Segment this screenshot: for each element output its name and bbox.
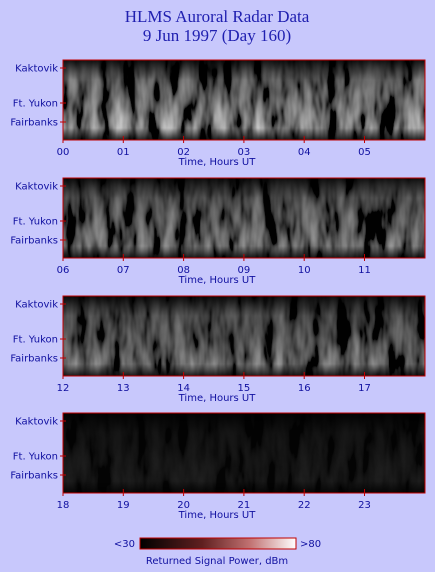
- x-tick-label: 08: [177, 265, 190, 276]
- x-axis-label: Time, Hours UT: [178, 510, 257, 521]
- radar-shade: [63, 60, 425, 140]
- x-axis-label: Time, Hours UT: [178, 393, 257, 404]
- x-tick-label: 00: [57, 147, 70, 158]
- x-tick-label: 11: [358, 265, 371, 276]
- x-tick-label: 10: [298, 265, 311, 276]
- x-tick-label: 14: [177, 383, 190, 394]
- x-tick-label: 18: [57, 500, 70, 511]
- title-line: HLMS Auroral Radar Data: [125, 7, 310, 26]
- x-tick-label: 05: [358, 147, 371, 158]
- station-label: Fairbanks: [10, 354, 58, 365]
- x-tick-label: 03: [238, 147, 251, 158]
- x-tick-label: 12: [57, 383, 70, 394]
- colorbar-scale: [139, 537, 297, 550]
- station-label: Fairbanks: [10, 236, 58, 247]
- colorbar-max: >80: [300, 539, 321, 550]
- x-tick-label: 17: [358, 383, 371, 394]
- x-tick-label: 02: [177, 147, 190, 158]
- x-tick-label: 15: [238, 383, 251, 394]
- radar-shade: [63, 296, 425, 376]
- radar-shade: [63, 413, 425, 493]
- x-axis-label: Time, Hours UT: [178, 157, 257, 168]
- x-tick-label: 22: [298, 500, 311, 511]
- station-label: Fairbanks: [10, 471, 58, 482]
- station-label: Ft. Yukon: [13, 99, 58, 110]
- station-label: Kaktovik: [15, 417, 58, 428]
- station-label: Kaktovik: [15, 182, 58, 193]
- x-tick-label: 07: [117, 265, 130, 276]
- x-tick-label: 06: [57, 265, 70, 276]
- x-tick-label: 20: [177, 500, 190, 511]
- title-line: 9 Jun 1997 (Day 160): [143, 26, 291, 45]
- station-label: Ft. Yukon: [13, 452, 58, 463]
- station-label: Kaktovik: [15, 64, 58, 75]
- x-tick-label: 13: [117, 383, 130, 394]
- station-label: Ft. Yukon: [13, 335, 58, 346]
- station-label: Ft. Yukon: [13, 217, 58, 228]
- x-axis-label: Time, Hours UT: [178, 275, 257, 286]
- station-label: Kaktovik: [15, 300, 58, 311]
- colorbar: <30 >80 Returned Signal Power, dBm: [114, 537, 321, 567]
- x-tick-label: 04: [298, 147, 311, 158]
- radar-shade: [63, 178, 425, 258]
- x-tick-label: 01: [117, 147, 130, 158]
- colorbar-label: Returned Signal Power, dBm: [146, 556, 288, 567]
- x-tick-label: 21: [238, 500, 251, 511]
- colorbar-min: <30: [114, 539, 135, 550]
- x-tick-label: 23: [358, 500, 371, 511]
- x-tick-label: 09: [238, 265, 251, 276]
- x-tick-label: 19: [117, 500, 130, 511]
- x-tick-label: 16: [298, 383, 311, 394]
- station-label: Fairbanks: [10, 118, 58, 129]
